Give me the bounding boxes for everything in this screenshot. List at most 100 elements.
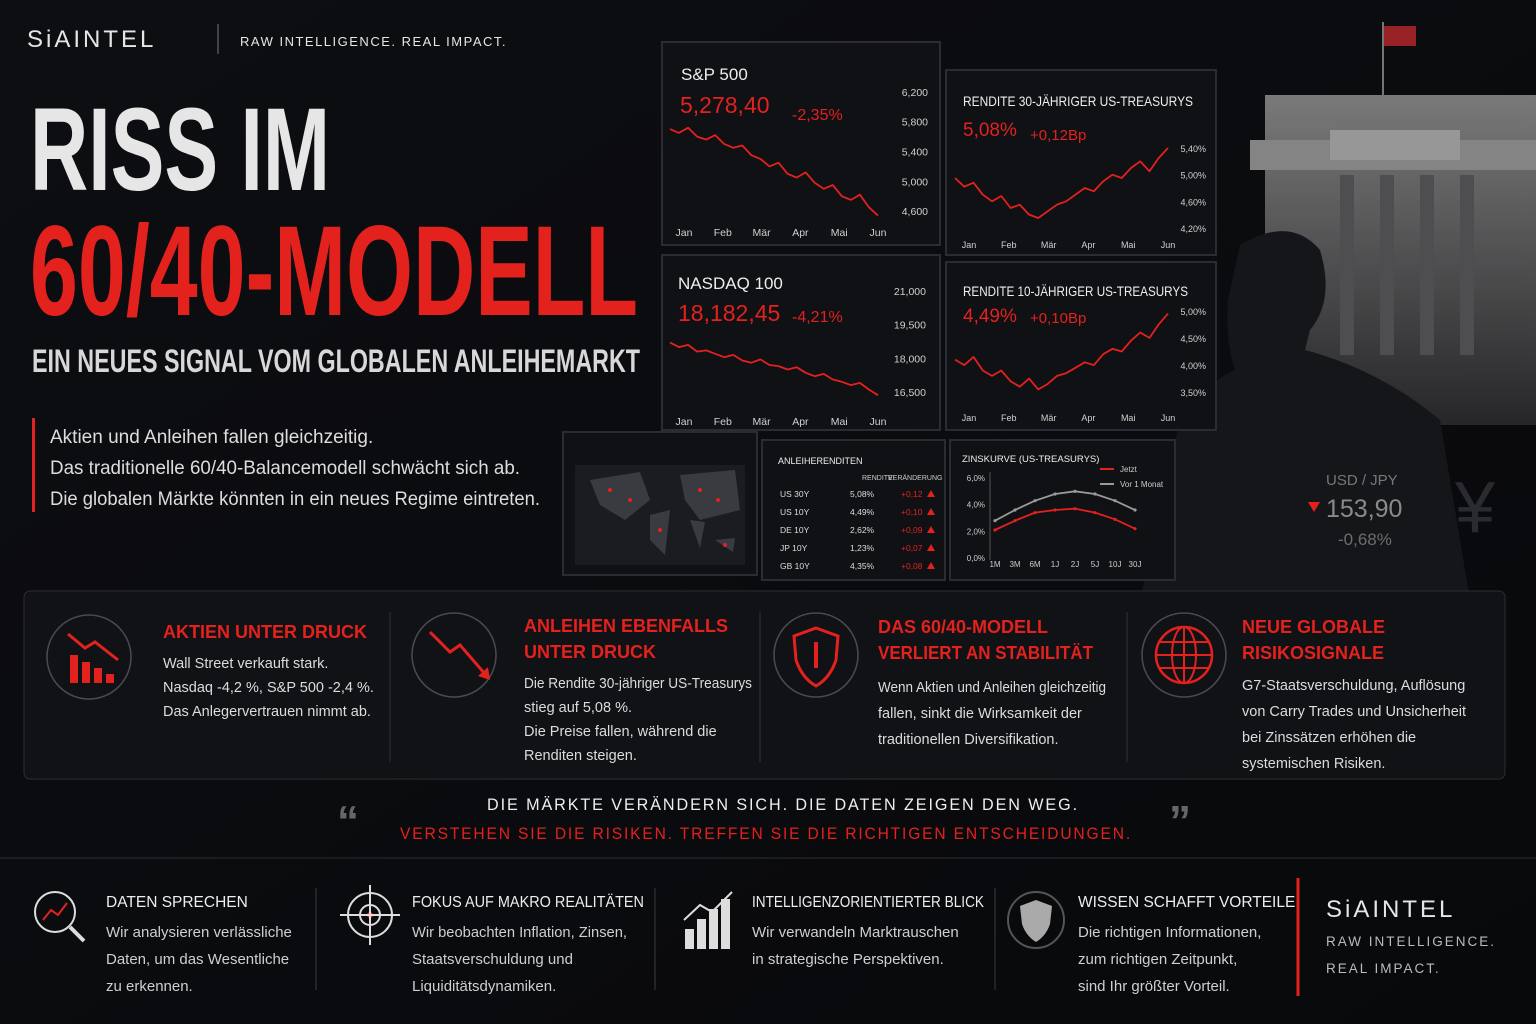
footer-body: Wir verwandeln Marktrauschen [752, 924, 959, 941]
intro-line: Aktien und Anleihen fallen gleichzeitig. [50, 427, 373, 448]
card-body: traditionellen Diversifikation. [878, 732, 1059, 748]
legend-label: Jetzt [1120, 465, 1138, 474]
x-tick-label: Mai [1121, 240, 1136, 250]
table-title: ANLEIHERENDITEN [778, 456, 863, 466]
x-tick-label: 1M [989, 560, 1000, 569]
card-title: AKTIEN UNTER DRUCK [163, 622, 367, 642]
footer-body: in strategische Perspektiven. [752, 951, 944, 968]
curve-point [1133, 508, 1137, 512]
table-cell: +0,10 [901, 507, 923, 517]
up-arrow [927, 562, 935, 569]
curve-point [1033, 499, 1037, 503]
card-body: Renditen steigen. [524, 748, 637, 764]
y-tick-label: 5,000 [902, 176, 928, 188]
y-tick-label: 19,500 [894, 320, 926, 332]
building [1250, 22, 1536, 425]
card-title: VERLIERT AN STABILITÄT [878, 643, 1093, 663]
curve-point [1073, 489, 1077, 493]
footer-title: INTELLIGENZORIENTIERTER BLICK [752, 894, 985, 911]
up-arrow [927, 526, 935, 533]
curve-point [1053, 508, 1057, 512]
curve-point [1073, 507, 1077, 511]
intro-line: Das traditionelle 60/40-Balancemodell sc… [50, 458, 520, 479]
x-tick-label: Mai [1121, 413, 1136, 423]
footer-dividers [315, 888, 996, 990]
fx-change: -0,68% [1338, 530, 1392, 549]
x-tick-label: Feb [714, 416, 732, 428]
y-tick-label: 4,00% [1180, 361, 1206, 371]
footer-tagline: RAW INTELLIGENCE. [1326, 934, 1496, 949]
charts: 6,200 5,800 5,400 5,000 4,600 Jan Feb Mär Apr Mai… [669, 87, 1206, 569]
footer-body: Daten, um das Wesentliche [106, 951, 289, 968]
table-cell: GB 10Y [780, 561, 810, 571]
table-rows: US 30Y 5,08% +0,12 US 10Y 4,49% +0,10 DE 10Y 2,… [780, 489, 935, 571]
y-tick-label: 4,50% [1180, 334, 1206, 344]
footer-icons [34, 885, 1065, 949]
table-cell: DE 10Y [780, 525, 810, 535]
quote-mark: ” [1169, 797, 1191, 846]
card-body: fallen, sinkt die Wirksamkeit der [878, 706, 1082, 722]
curve-point [1013, 519, 1017, 523]
card-body: G7-Staatsverschuldung, Auflösung [1242, 678, 1465, 694]
x-tick-label: Feb [714, 227, 732, 239]
x-tick-label: 1J [1051, 560, 1059, 569]
chart-title: S&P 500 [681, 65, 748, 84]
curve-point [1133, 527, 1137, 531]
chart-value: 5,278,40 [680, 92, 770, 118]
hero-title: RISS IM [30, 84, 330, 216]
table-cell: 5,08% [850, 489, 875, 499]
chart-change: -4,21% [792, 309, 843, 326]
table-cell: 4,35% [850, 561, 875, 571]
table-cell: 4,49% [850, 507, 875, 517]
y-tick-label: 5,00% [1180, 171, 1206, 181]
x-tick-label: Jan [676, 416, 693, 428]
card-body: Das Anlegervertrauen nimmt ab. [163, 704, 371, 720]
x-tick-label: Mär [1041, 240, 1057, 250]
card-body: Wall Street verkauft stark. [163, 656, 328, 672]
quote-line: DIE MÄRKTE VERÄNDERN SICH. DIE DATEN ZEI… [487, 795, 1079, 814]
card-body: von Carry Trades und Unsicherheit [1242, 704, 1466, 720]
up-arrow [927, 508, 935, 515]
x-tick-label: Mär [753, 227, 772, 239]
card-body: systemischen Risiken. [1242, 756, 1385, 772]
x-tick-label: Jun [1161, 413, 1176, 423]
hero-subtitle: EIN NEUES SIGNAL VOM GLOBALEN ANLEIHEMAR… [32, 343, 640, 379]
price-line [669, 126, 879, 217]
x-tick-label: Mai [831, 416, 848, 428]
footer-body: Staatsverschuldung und [412, 951, 573, 968]
chart-title: RENDITE 30-JÄHRIGER US-TREASURYS [963, 93, 1193, 109]
y-tick-label: 4,0% [967, 501, 985, 510]
brand: SiAINTEL [27, 26, 156, 53]
y-tick-label: 5,800 [902, 117, 928, 129]
price-line [669, 341, 879, 396]
accent-bar [32, 418, 35, 512]
card-title: NEUE GLOBALE [1242, 617, 1385, 637]
table-header: VERÄNDERUNG [888, 474, 942, 482]
curve-point [1113, 517, 1117, 521]
card-body: bei Zinssätzen erhöhen die [1242, 730, 1416, 746]
price-line [954, 313, 1169, 391]
x-tick-label: 5J [1091, 560, 1099, 569]
legend-label: Vor 1 Monat [1120, 480, 1164, 489]
card-title: UNTER DRUCK [524, 642, 656, 662]
x-tick-label: Jan [676, 227, 693, 239]
y-tick-label: 18,000 [894, 353, 926, 365]
card-title: ANLEIHEN EBENFALLS [524, 616, 728, 636]
x-tick-label: Jan [962, 240, 977, 250]
fx-value: 153,90 [1326, 495, 1402, 523]
card-icon-rings [46, 612, 1227, 700]
footer-body: zum richtigen Zeitpunkt, [1078, 951, 1237, 968]
bond-table: ANLEIHERENDITEN RENDITE VERÄNDERUNG [778, 456, 942, 482]
y-tick-label: 6,200 [902, 87, 928, 99]
up-arrow [927, 490, 935, 497]
table-header: RENDITE [862, 475, 893, 482]
table-cell: 2,62% [850, 525, 875, 535]
x-tick-label: Mär [1041, 413, 1057, 423]
chart-value: 18,182,45 [678, 300, 780, 326]
table-cell: US 30Y [780, 489, 810, 499]
silhouette [1140, 231, 1470, 600]
x-tick-label: Apr [792, 227, 809, 239]
curve-point [1053, 492, 1057, 496]
x-tick-label: 10J [1109, 560, 1122, 569]
card-title: DAS 60/40-MODELL [878, 617, 1048, 637]
